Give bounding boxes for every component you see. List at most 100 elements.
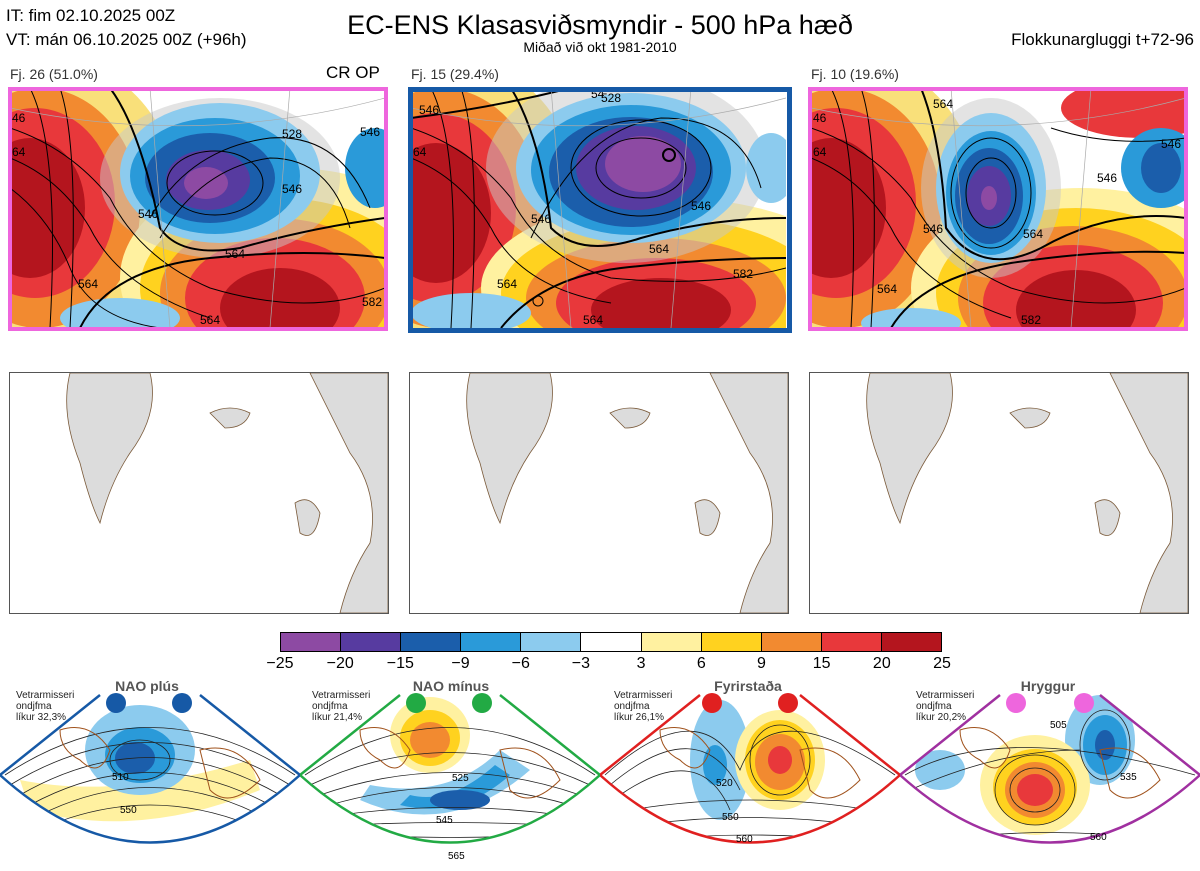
colorbar-segment (461, 633, 522, 651)
cluster-2-contour-label: 546 (691, 199, 711, 213)
regime-months: ondjfma (312, 701, 348, 712)
cluster-2-contour-label: 582 (733, 267, 753, 281)
regime-months: ondjfma (614, 701, 650, 712)
colorbar-segment (881, 633, 942, 651)
cluster-2-contour-label: 564 (497, 277, 517, 291)
regime-1-dot (106, 693, 126, 713)
colorbar-tick-label: 6 (696, 655, 706, 672)
regime-2-contour-label: 545 (436, 815, 453, 826)
regime-2-dot (406, 693, 426, 713)
regime-4-title: Hryggur (1020, 678, 1076, 694)
colorbar-tick-label: 3 (636, 655, 646, 672)
colorbar-segment (821, 633, 882, 651)
colorbar-tick-label: 9 (757, 655, 766, 672)
cluster-2-frame (408, 87, 792, 333)
cluster-1-contour-label: 564 (200, 313, 220, 327)
colorbar-tick-label: −6 (511, 655, 530, 672)
regime-1-contour-label: 510 (112, 772, 129, 783)
issue-time: IT: fim 02.10.2025 00Z (6, 6, 176, 25)
cluster-3-frame (808, 87, 1188, 331)
colorbar-segment (581, 633, 642, 651)
regime-2-contour-label: 565 (448, 851, 465, 862)
regime-likelihood: líkur 32,3% (16, 712, 67, 723)
regime-4-dot (1074, 693, 1094, 713)
page-subtitle: Miðað við okt 1981-2010 (523, 39, 677, 55)
cluster-3-label: Fj. 10 (19.6%) (811, 66, 899, 82)
cluster-1-map: 528 546 564 546 564 582 546 564 46 64 (10, 88, 385, 328)
cluster-window-label: Flokkunargluggi t+72-96 (1011, 30, 1194, 49)
valid-time: VT: mán 06.10.2025 00Z (+96h) (6, 30, 247, 49)
colorbar-tick-label: −9 (451, 655, 470, 672)
cluster-3-contour-label: 582 (1021, 313, 1041, 327)
regime-months: ondjfma (916, 701, 952, 712)
regime-2-info: Vetrarmisseri ondjfma líkur 21,4% (312, 690, 370, 723)
regime-likelihood: líkur 20,2% (916, 712, 967, 723)
cluster-1-contour-label: 564 (225, 247, 245, 261)
regime-3-contour-label: 520 (716, 778, 733, 789)
colorbar (280, 632, 942, 652)
cluster-2-contour-label: 528 (601, 91, 621, 105)
cluster-2-label: Fj. 15 (29.4%) (411, 66, 499, 82)
colorbar-tick-label: −20 (326, 655, 354, 672)
cluster-1-frame (8, 87, 388, 331)
base-map-2 (409, 372, 789, 614)
colorbar-tick-label: 25 (933, 655, 951, 672)
colorbar-segment (641, 633, 702, 651)
regime-season: Vetrarmisseri (16, 690, 75, 701)
cluster-1-contour-label: 564 (78, 277, 98, 291)
colorbar-tick-label: −15 (386, 655, 414, 672)
cluster-1-contour-label: 546 (360, 125, 380, 139)
cluster-3-contour-label: 546 (923, 222, 943, 236)
regime-likelihood: líkur 26,1% (614, 712, 665, 723)
colorbar-tick-label: −3 (571, 655, 591, 672)
cluster-1-contour-label: 528 (282, 127, 302, 141)
regime-1-title: NAO plús (115, 678, 179, 694)
regime-4-contour-label: 560 (1090, 832, 1107, 843)
colorbar-segment (281, 633, 342, 651)
cluster-1-contour-label: 46 (12, 111, 26, 125)
regime-4-contour-label: 505 (1050, 720, 1067, 731)
cluster-3-contour-label: 564 (933, 97, 953, 111)
cluster-2-contour-label: 64 (413, 145, 427, 159)
regime-3-info: Vetrarmisseri ondjfma líkur 26,1% (614, 690, 672, 723)
colorbar-segment (341, 633, 402, 651)
cluster-1-contour-label: 546 (138, 207, 158, 221)
cluster-3-contour-label: 546 (1097, 171, 1117, 185)
regime-2-title: NAO mínus (412, 678, 490, 694)
cluster-1-tag: CR OP (326, 63, 380, 82)
cluster-3-map: 546 546 564 564 582 546 564 46 64 (811, 88, 1186, 328)
regime-3-contour-label: 550 (722, 812, 739, 823)
cluster-3-contour-label: 564 (877, 282, 897, 296)
regime-3-title: Fyrirstaða (714, 678, 782, 694)
page-title: EC-ENS Klasasviðsmyndir - 500 hPa hæð (347, 10, 853, 40)
regime-1-map: 510 550 (0, 693, 300, 844)
regime-2-map: 525 545 565 (300, 693, 600, 862)
regime-4-map: 505 535 560 (900, 693, 1200, 844)
regime-2-contour-label: 525 (452, 773, 469, 784)
regime-4-info: Vetrarmisseri ondjfma líkur 20,2% (916, 690, 974, 723)
cluster-2-contour-label: 564 (583, 313, 603, 327)
regime-likelihood: líkur 21,4% (312, 712, 363, 723)
cluster-2-contour-label: 546 (531, 212, 551, 226)
colorbar-segment (401, 633, 462, 651)
regime-1-contour-label: 550 (120, 805, 137, 816)
cluster-3-contour-label: 564 (1023, 227, 1043, 241)
cluster-2-map: 528 546 564 546 564 582 546 564 54 64 (411, 88, 786, 328)
regime-4-contour-label: 535 (1120, 772, 1137, 783)
cluster-1-contour-label: 64 (12, 145, 26, 159)
regime-season: Vetrarmisseri (312, 690, 371, 701)
cluster-3-contour-label: 46 (813, 111, 827, 125)
cluster-1-contour-label: 546 (282, 182, 302, 196)
colorbar-segment (701, 633, 762, 651)
regime-1-info: Vetrarmisseri ondjfma líkur 32,3% (16, 690, 74, 723)
cluster-2-contour-label: 546 (419, 103, 439, 117)
base-map-3 (809, 372, 1189, 614)
regime-months: ondjfma (16, 701, 52, 712)
regime-2-dot (472, 693, 492, 713)
regime-season: Vetrarmisseri (916, 690, 975, 701)
cluster-3-contour-label: 546 (1161, 137, 1181, 151)
cluster-2-contour-label: 564 (649, 242, 669, 256)
regime-3-contour-label: 560 (736, 834, 753, 845)
base-map-1 (9, 372, 389, 614)
regime-3-dot (778, 693, 798, 713)
